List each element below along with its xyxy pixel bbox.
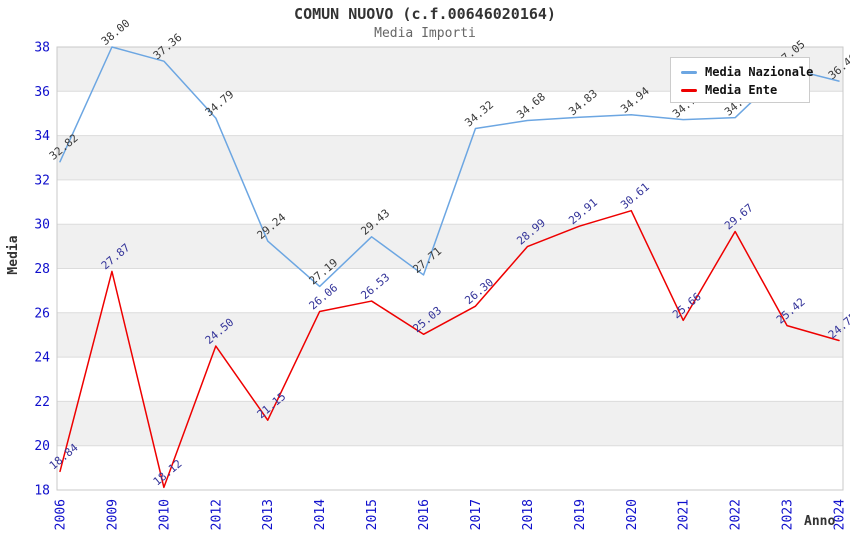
y-tick-label: 36	[34, 85, 50, 100]
legend-item-media-nazionale[interactable]: Media Nazionale	[681, 63, 813, 81]
x-tick-label: 2018	[521, 499, 536, 530]
x-tick-label: 2010	[157, 499, 172, 530]
plot-band	[57, 357, 843, 402]
legend-label: Media Nazionale	[705, 65, 814, 79]
x-tick-label: 2006	[54, 499, 69, 530]
x-tick-label: 2016	[417, 499, 432, 530]
legend-box: Media Nazionale Media Ente	[670, 57, 813, 103]
y-tick-label: 22	[34, 395, 50, 410]
x-tick-label: 2022	[729, 499, 744, 530]
legend-line-marker-icon	[681, 70, 697, 74]
x-tick-label: 2015	[365, 499, 380, 530]
data-label: 38.00	[99, 17, 133, 48]
plot-band	[57, 401, 843, 446]
y-tick-label: 18	[34, 484, 50, 499]
y-tick-label: 20	[34, 439, 50, 454]
y-axis-title: Media	[6, 235, 21, 275]
x-tick-label: 2024	[833, 499, 848, 530]
x-tick-label: 2020	[625, 499, 640, 530]
y-tick-label: 26	[34, 306, 50, 321]
x-tick-label: 2009	[105, 499, 120, 530]
plot-band	[57, 135, 843, 180]
series-line-media-nazionale[interactable]	[59, 46, 840, 288]
x-tick-label: 2019	[573, 499, 588, 530]
x-tick-label: 2021	[677, 499, 692, 530]
chart-title: COMUN NUOVO (c.f.00646020164)	[294, 5, 556, 23]
x-tick-label: 2012	[209, 499, 224, 530]
y-tick-label: 32	[34, 173, 50, 188]
y-tick-label: 34	[34, 129, 50, 144]
x-tick-label: 2013	[261, 499, 276, 530]
x-axis-title: Anno	[804, 514, 836, 529]
plot-band	[57, 224, 843, 269]
y-tick-label: 24	[34, 351, 50, 366]
legend-label: Media Ente	[705, 83, 778, 97]
y-tick-label: 38	[34, 41, 50, 56]
legend-line-marker-icon	[681, 88, 697, 92]
y-tick-label: 30	[34, 218, 50, 233]
legend-item-media-ente[interactable]: Media Ente	[681, 81, 809, 99]
plot-border	[56, 46, 844, 491]
plot-band	[57, 445, 843, 490]
y-tick-label: 28	[34, 262, 50, 277]
x-tick-label: 2017	[469, 499, 484, 530]
plot-band	[57, 268, 843, 313]
x-tick-label: 2023	[781, 499, 796, 530]
series-line-media-ente[interactable]	[59, 209, 840, 489]
x-tick-label: 2014	[313, 499, 328, 530]
chart-subtitle: Media Importi	[374, 26, 476, 41]
